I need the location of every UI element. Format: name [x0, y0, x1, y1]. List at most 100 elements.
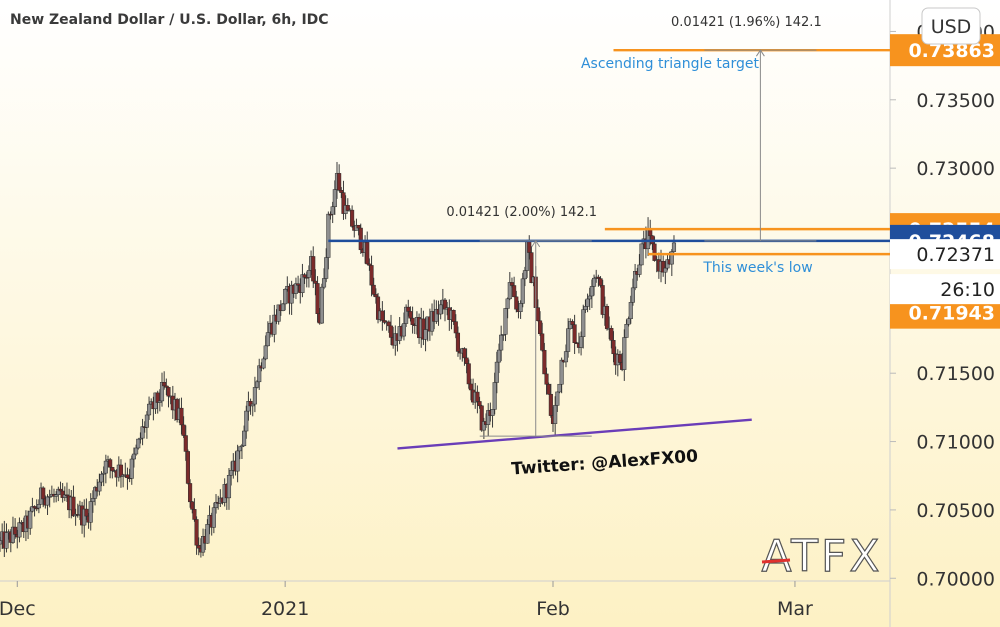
- candle-body: [462, 348, 467, 359]
- candle-body: [242, 430, 247, 447]
- x-tick-label: 2021: [261, 598, 309, 620]
- candle-body: [97, 481, 102, 492]
- candle-body: [136, 438, 141, 449]
- candle-body: [652, 243, 657, 261]
- candle-body: [451, 310, 456, 322]
- candle-body: [261, 358, 266, 369]
- candle-body: [617, 354, 623, 363]
- x-tick-label: Mar: [777, 598, 813, 620]
- target-annotation: Ascending triangle target: [581, 56, 760, 72]
- candle-body: [321, 278, 327, 288]
- candle-body: [529, 252, 534, 284]
- candle-body: [196, 544, 201, 549]
- candle-body: [408, 311, 413, 319]
- candle-body: [669, 251, 674, 265]
- candle-body: [604, 306, 610, 330]
- measure-label: 0.01421 (2.00%) 142.1: [446, 205, 597, 220]
- candle-body: [518, 303, 523, 312]
- candle-body: [226, 474, 232, 499]
- candle-body: [311, 256, 316, 282]
- candle-body: [438, 304, 443, 315]
- currency-button[interactable]: USD: [921, 7, 981, 45]
- candle-body: [181, 424, 186, 436]
- candle-body: [71, 496, 76, 517]
- watermark-logo: ATFX: [761, 530, 880, 582]
- candle-body: [386, 321, 391, 327]
- candle-body: [185, 451, 190, 484]
- candle-body: [496, 349, 502, 363]
- candle-body: [514, 296, 519, 310]
- candle-body: [406, 306, 411, 312]
- candle-body: [537, 320, 543, 335]
- candle-body: [388, 325, 394, 338]
- candle-body: [380, 310, 385, 321]
- candle-body: [188, 483, 193, 503]
- candle-body: [490, 409, 495, 416]
- candle-body: [162, 382, 167, 387]
- candle-body: [542, 349, 547, 375]
- candle-body: [581, 309, 586, 337]
- candle-body: [265, 332, 270, 347]
- candle-body: [455, 332, 461, 352]
- candle-body: [194, 519, 199, 546]
- candle-body: [522, 270, 527, 280]
- candle-body: [339, 190, 344, 193]
- currency-label: USD: [931, 16, 972, 38]
- trend-line[interactable]: [397, 418, 752, 450]
- drawing-layer: 0.01421 (2.00%) 142.1 0.01421 (1.96%) 142…: [328, 15, 890, 450]
- candle-body: [540, 333, 545, 351]
- candle-body: [211, 507, 216, 528]
- candles-layer: [0, 161, 677, 558]
- candle-body: [45, 496, 50, 506]
- candle-body: [190, 501, 195, 510]
- x-tick-label: Feb: [536, 598, 570, 620]
- candle-body: [315, 283, 320, 315]
- candle-body: [637, 264, 642, 275]
- candle-body: [371, 284, 376, 295]
- x-tick-label: Dec: [0, 598, 36, 620]
- candle-body: [401, 323, 407, 337]
- candle-body: [535, 307, 540, 321]
- candle-body: [337, 173, 342, 191]
- candle-body: [671, 242, 677, 252]
- candle-body: [131, 453, 136, 460]
- candle-body: [4, 532, 9, 549]
- candle-body: [566, 328, 571, 352]
- price-label: 0.71943: [908, 303, 995, 325]
- candle-body: [84, 508, 89, 517]
- candle-body: [609, 328, 614, 341]
- candle-body: [125, 474, 130, 479]
- candle-body: [356, 224, 361, 229]
- candle-body: [56, 488, 61, 495]
- candle-body: [252, 387, 257, 405]
- y-tick-label: 0.73000: [916, 158, 995, 180]
- candle-body: [140, 426, 145, 439]
- candle-body: [47, 496, 52, 498]
- candle-body: [28, 510, 33, 529]
- candle-body: [179, 407, 184, 426]
- candle-body: [302, 274, 307, 278]
- candle-body: [570, 321, 575, 325]
- candle-body: [611, 340, 616, 355]
- bar-countdown: 26:10: [940, 279, 995, 301]
- candle-body: [505, 298, 510, 309]
- candle-body: [110, 467, 115, 472]
- candle-body: [583, 306, 588, 310]
- candle-body: [237, 446, 242, 452]
- candle-body: [36, 504, 41, 509]
- candle-body: [313, 280, 318, 284]
- candle-body: [283, 289, 288, 305]
- candle-body: [477, 401, 482, 407]
- candle-body: [548, 393, 553, 416]
- low-annotation: This week's low: [702, 260, 812, 276]
- candle-body: [585, 298, 590, 307]
- candle-body: [134, 447, 139, 455]
- candle-body: [546, 384, 551, 395]
- candle-body: [624, 324, 629, 338]
- candle-body: [144, 414, 149, 428]
- candle-body: [205, 524, 210, 544]
- candle-body: [108, 459, 113, 468]
